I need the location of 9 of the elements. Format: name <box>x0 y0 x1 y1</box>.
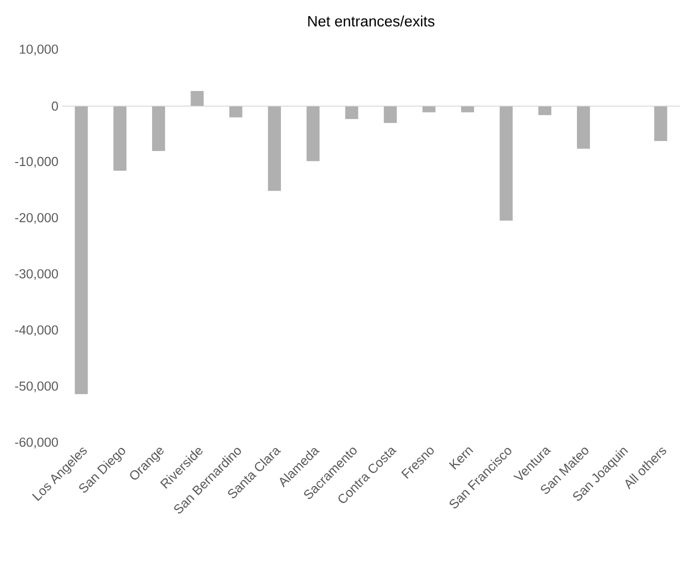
y-tick-label: -30,000 <box>15 269 58 280</box>
y-tick-label: 10,000 <box>20 44 58 56</box>
y-tick-label: -50,000 <box>15 381 58 392</box>
y-tick-label: -60,000 <box>15 438 58 448</box>
y-tick-label: -10,000 <box>15 156 58 168</box>
y-tick-label: -40,000 <box>15 325 58 336</box>
y-tick-label: 0 <box>52 102 58 111</box>
chart-title: Net entrances/exits <box>308 16 434 26</box>
y-tick-label: -20,000 <box>15 213 58 224</box>
